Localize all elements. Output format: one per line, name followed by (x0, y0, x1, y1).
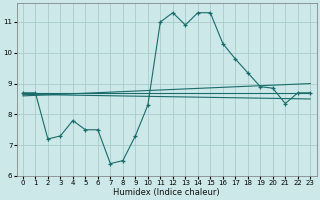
X-axis label: Humidex (Indice chaleur): Humidex (Indice chaleur) (113, 188, 220, 197)
